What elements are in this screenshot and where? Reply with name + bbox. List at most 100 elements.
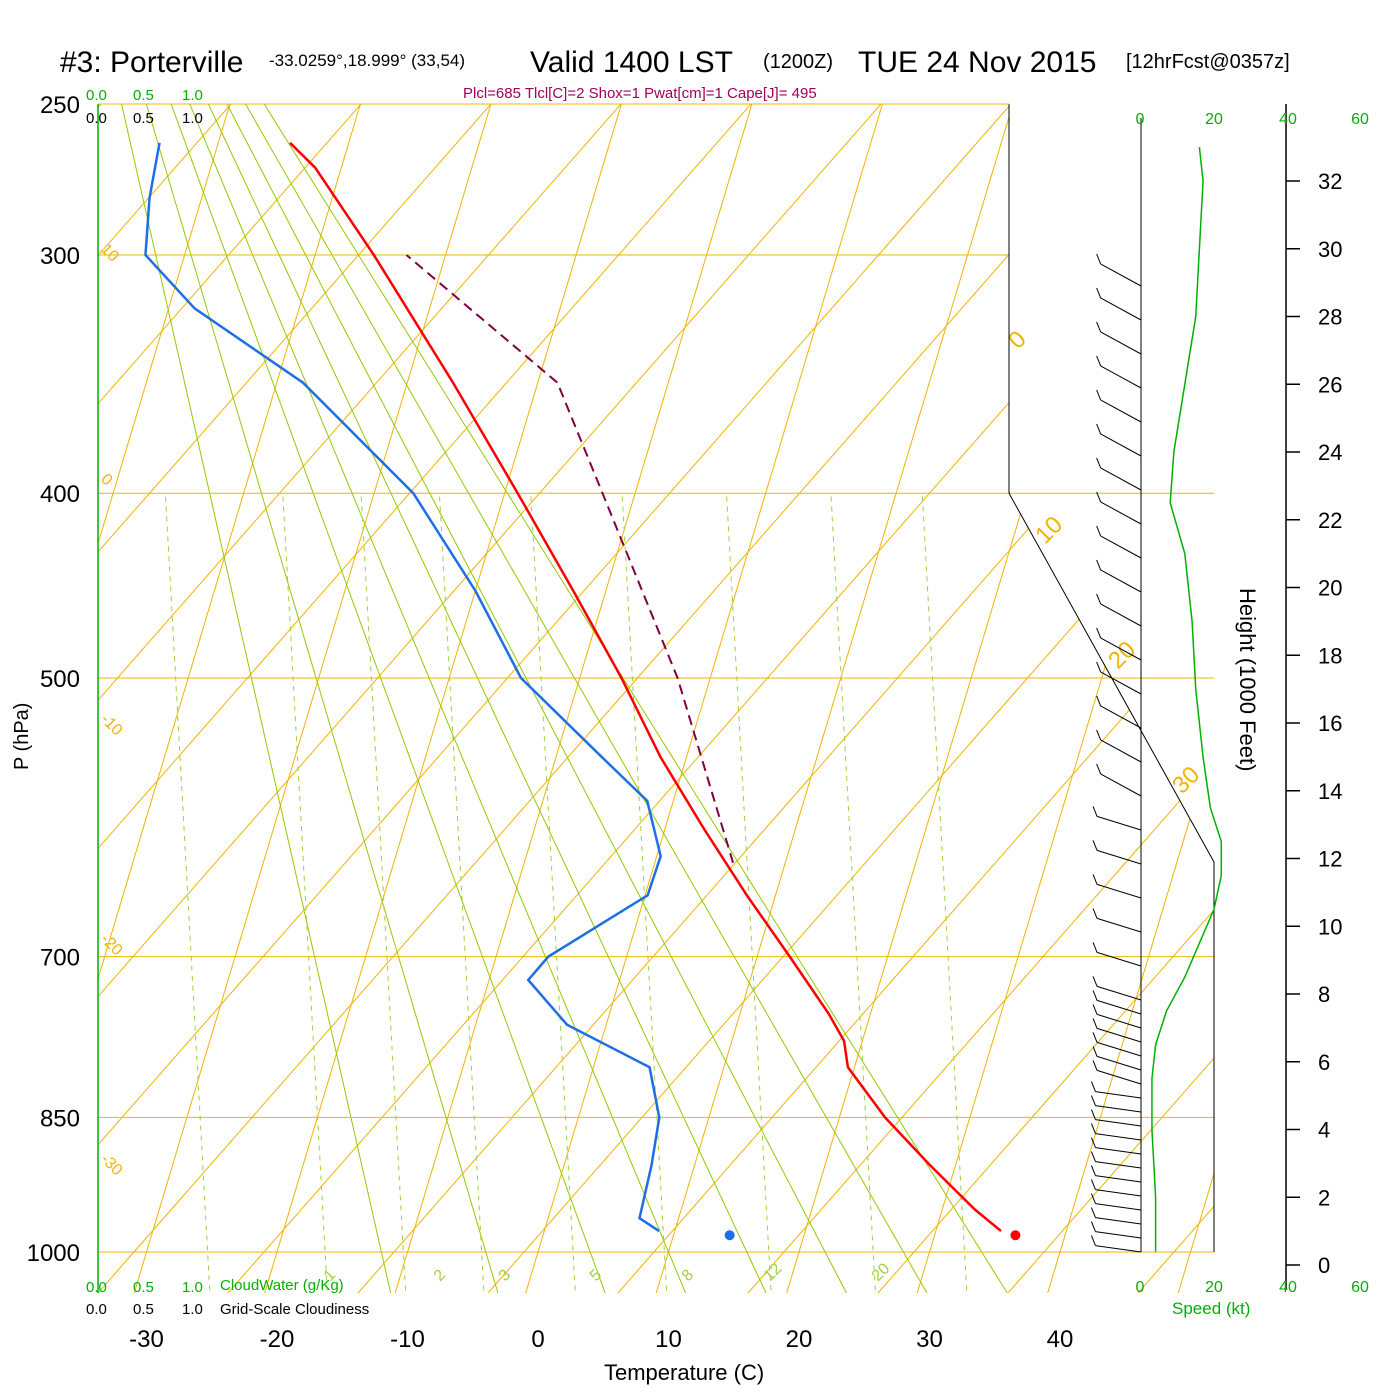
isotherm-label: 10 (97, 241, 122, 266)
wind-barb (1095, 1133, 1142, 1141)
mixing-ratio-label: 20 (869, 1260, 894, 1285)
wind-barb (1100, 739, 1142, 763)
wind-barb-flag (1090, 1123, 1096, 1134)
wind-panel: 0246810121416182022242628303200202040406… (1090, 104, 1369, 1296)
dry-adiabat (1137, 104, 1214, 1293)
station-coords: -33.0259°,18.999° (33,54) (269, 51, 465, 70)
wind-barb (1095, 1175, 1142, 1183)
dry-adiabat (98, 104, 892, 1293)
speed-tick-top: 60 (1351, 111, 1369, 128)
wind-barb (1095, 1119, 1142, 1127)
dry-adiabat (877, 104, 1214, 1293)
valid-date: TUE 24 Nov 2015 (858, 46, 1096, 79)
wind-barb-flag (1096, 423, 1102, 435)
wind-barb-flag (1090, 1081, 1096, 1092)
wind-barb-flag (1092, 806, 1098, 817)
isotherm (1014, 104, 1214, 1293)
grid-clipped (98, 93, 1400, 1293)
wind-barb-flag (1096, 695, 1102, 707)
wind-barb-flag (1096, 661, 1102, 673)
dry-adiabat (98, 104, 1022, 1293)
temperature-tick-label: 40 (1047, 1326, 1074, 1353)
temperature-tick-label: 20 (786, 1326, 813, 1353)
wind-barb (1096, 1027, 1142, 1043)
height-tick-label: 14 (1318, 779, 1342, 804)
wind-barb-flag (1092, 1018, 1098, 1029)
height-tick-label: 12 (1318, 847, 1342, 872)
pressure-tick-label: 700 (40, 945, 80, 972)
wind-barb-flag (1090, 1221, 1096, 1232)
utc-time: (1200Z) (763, 51, 833, 73)
isotherm-label-right: 30 (1167, 761, 1205, 799)
height-tick-label: 16 (1318, 711, 1342, 736)
cloud-scale-bottom-1: 1.0 (182, 1279, 203, 1296)
dry-adiabat (487, 104, 1214, 1293)
stability-indices: Plcl=685 Tlcl[C]=2 Shox=1 Pwat[cm]=1 Cap… (463, 85, 817, 102)
wind-barb-flag (1090, 1151, 1096, 1162)
wind-barb (1095, 1245, 1142, 1253)
mixing-ratio-label: 3 (496, 1266, 514, 1284)
speed-tick-bottom: 40 (1279, 1279, 1297, 1296)
isotherm (883, 104, 1214, 1293)
wind-barb-flag (1090, 1179, 1096, 1190)
wind-barb (1100, 331, 1142, 355)
wind-barb-flag (1090, 1165, 1096, 1176)
wind-barb (1095, 1105, 1142, 1113)
wind-barb (1095, 1231, 1142, 1239)
wind-barb (1095, 1147, 1142, 1155)
wind-barb-flag (1096, 355, 1102, 367)
mixing-ratio-line (530, 493, 577, 1293)
wind-barb-flag (1092, 908, 1098, 919)
wind-barb (1100, 773, 1142, 797)
moist-adiabat (245, 104, 932, 1293)
wind-barb (1100, 399, 1142, 423)
wind-barb (1100, 501, 1142, 525)
height-tick-label: 0 (1318, 1253, 1330, 1278)
height-tick-label: 2 (1318, 1185, 1330, 1210)
wind-barb-flag (1090, 1207, 1096, 1218)
pressure-tick-label: 1000 (27, 1240, 80, 1267)
speed-tick-top: 40 (1279, 111, 1297, 128)
wind-barb-flag (1090, 1137, 1096, 1148)
speed-tick-top: 0 (1136, 111, 1145, 128)
dry-adiabat (1268, 93, 1400, 1293)
wind-barb (1095, 1161, 1142, 1169)
wind-barb-flag (1096, 253, 1102, 265)
isotherm (100, 104, 492, 1293)
wind-barb (1100, 637, 1142, 661)
surface-dewpoint-dot (724, 1230, 735, 1241)
isotherm (1144, 104, 1214, 1293)
cloudiness-scale-top-0: 0.0 (86, 110, 107, 127)
moist-adiabat (170, 104, 609, 1293)
height-tick-label: 10 (1318, 914, 1342, 939)
height-tick-label: 4 (1318, 1118, 1330, 1143)
wind-barb-flag (1092, 1046, 1098, 1057)
cloud-scale-top: 0.0 0.5 1.0 0.0 0.5 1.0 (86, 87, 203, 127)
height-axis-title: Height (1000 Feet) (1235, 588, 1260, 771)
dewpoint-line (144, 142, 662, 1233)
cloud-scale-top-1: 1.0 (182, 87, 203, 104)
moist-adiabat (145, 104, 501, 1293)
cloudiness-scale-top-05: 0.5 (133, 110, 154, 127)
speed-tick-bottom: 60 (1351, 1279, 1369, 1296)
wind-barb-flag (1092, 840, 1098, 851)
moist-adiabat (189, 104, 690, 1293)
height-tick-label: 24 (1318, 440, 1342, 465)
wind-barb-flag (1096, 287, 1102, 299)
wind-barb-flag (1096, 491, 1102, 503)
sounding-profiles (144, 141, 1021, 1241)
wind-barb (1096, 883, 1142, 899)
dry-adiabat (98, 104, 372, 1293)
cloud-scale-top-05: 0.5 (133, 87, 154, 104)
wind-barb (1100, 535, 1142, 559)
wind-barb-flag (1092, 942, 1098, 953)
temperature-tick-label: 0 (531, 1326, 544, 1353)
isotherm-label-right: 0 (1003, 326, 1032, 355)
isotherm (231, 104, 622, 1293)
mixing-ratio-line (164, 493, 211, 1293)
pressure-tick-label: 400 (40, 481, 80, 508)
temperature-tick-label: -30 (129, 1326, 164, 1353)
isotherm-label: -20 (97, 931, 125, 959)
moist-adiabat (121, 104, 393, 1293)
